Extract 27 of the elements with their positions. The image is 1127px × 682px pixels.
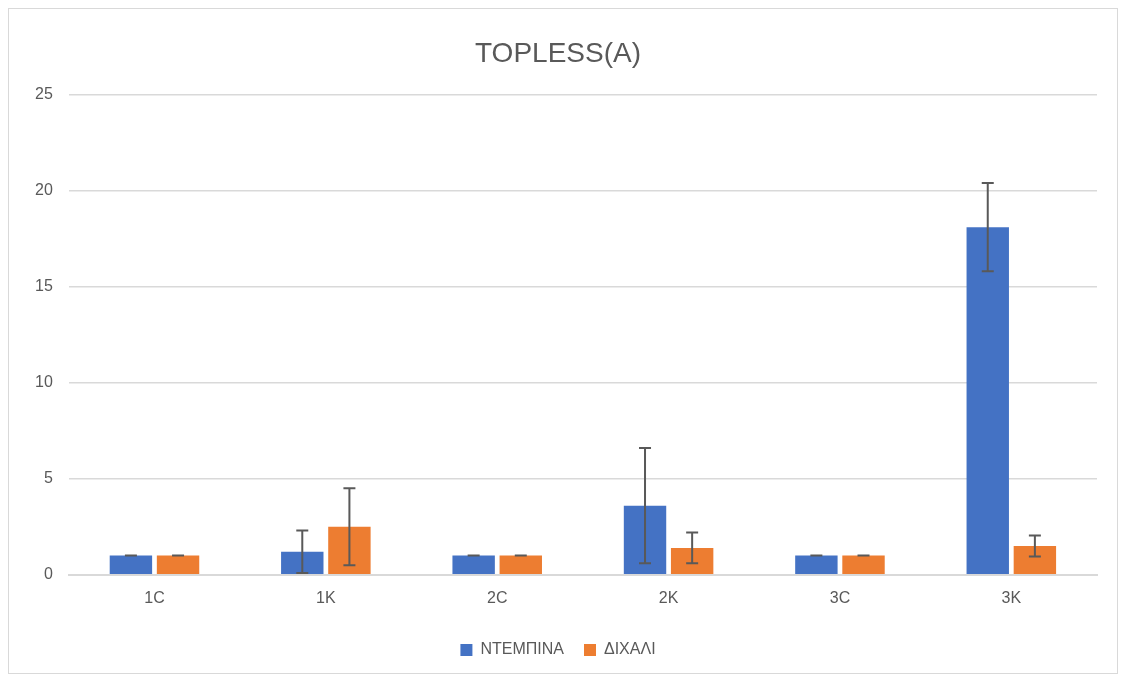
x-tick-label: 3C [829, 588, 851, 606]
bar [328, 526, 371, 575]
legend-label: ΔΙΧΑΛΙ [603, 640, 656, 658]
y-tick-label: 5 [43, 469, 53, 487]
bar [795, 555, 838, 575]
bar [670, 547, 714, 575]
x-tick-label: 2C [486, 588, 508, 606]
x-tick-label: 1C [144, 588, 165, 606]
bar [156, 555, 200, 575]
x-tick-label: 1K [316, 588, 336, 606]
y-tick-label: 0 [43, 565, 53, 583]
chart-title: TOPLESS(A) [475, 36, 641, 68]
bar [966, 227, 1009, 575]
bar [499, 555, 542, 575]
y-tick-label: 15 [35, 277, 53, 295]
bar [109, 555, 153, 575]
bar [842, 555, 885, 575]
bar [1013, 545, 1057, 575]
y-tick-label: 20 [35, 181, 53, 199]
y-tick-label: 25 [35, 85, 53, 103]
y-tick-label: 10 [35, 373, 53, 391]
legend-label: ΝΤΕΜΠΙΝΑ [480, 640, 565, 658]
x-tick-label: 3K [1001, 588, 1022, 606]
bar [281, 551, 324, 575]
bar [623, 505, 667, 575]
x-tick-label: 2K [658, 588, 679, 606]
bar [452, 555, 495, 575]
